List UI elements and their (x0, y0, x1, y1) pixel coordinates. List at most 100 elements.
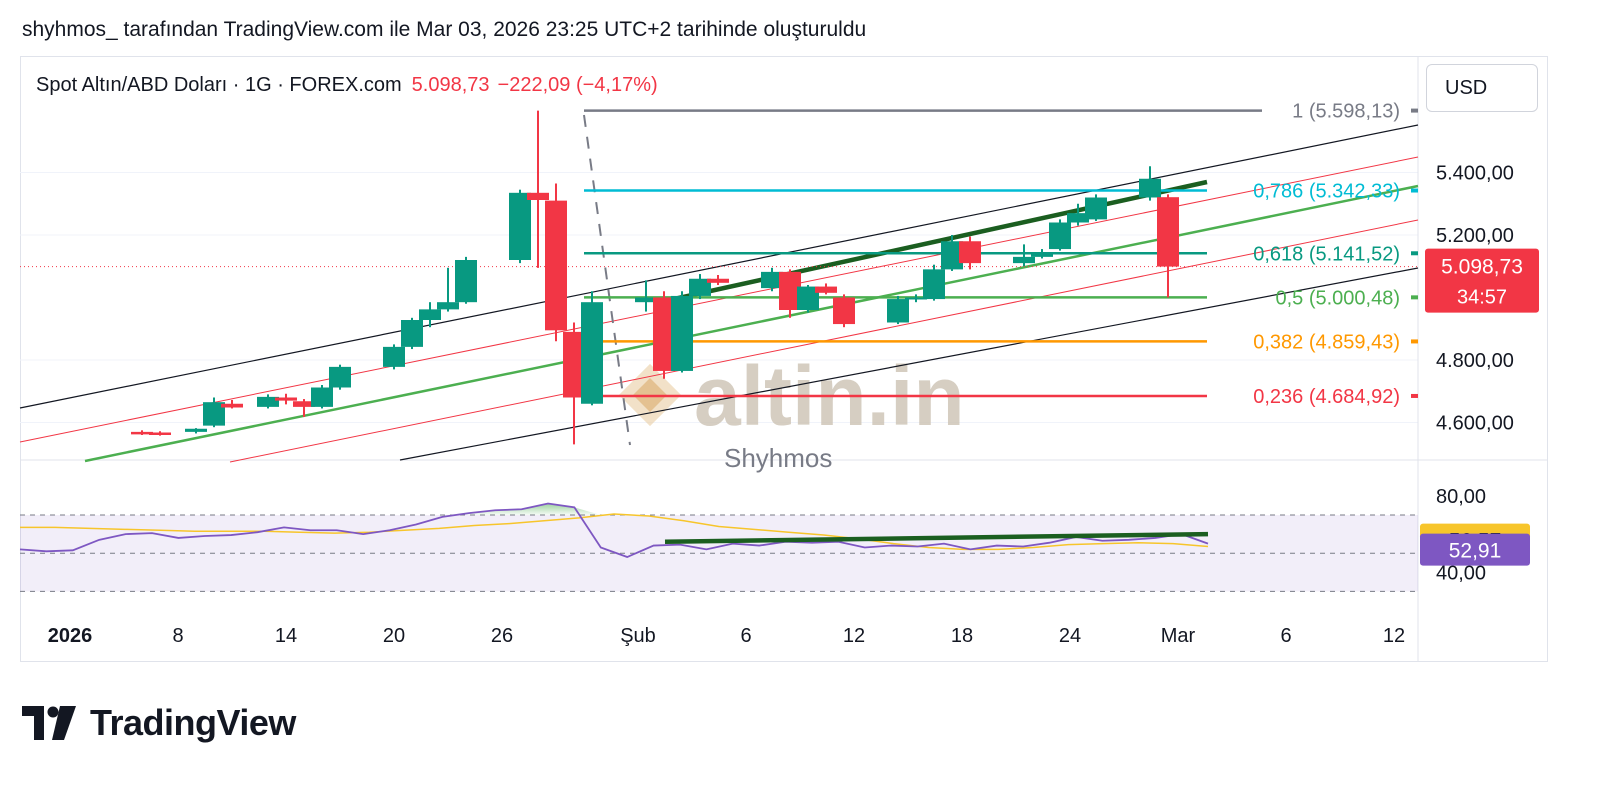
fib-level-label: 0,786 (5.342,33) (1253, 181, 1400, 203)
candle-bullish (203, 397, 225, 428)
rsi-axis-tick-label: 40,00 (1436, 562, 1486, 584)
candle-bullish (1067, 203, 1089, 226)
candle-bearish (815, 283, 837, 295)
candle-bullish (419, 302, 441, 328)
candle-bullish (923, 264, 945, 301)
rsi-line (19, 502, 1209, 558)
y-axis-tick-label: 4.800,00 (1436, 350, 1514, 372)
x-axis-tick-label: Mar (1161, 625, 1196, 647)
last-price-badge (1425, 248, 1539, 313)
candle-bullish (401, 317, 423, 350)
candle-bearish (563, 322, 585, 445)
tradingview-logo[interactable]: TradingView (22, 702, 296, 744)
candle-bearish (779, 269, 801, 318)
candle-bullish (509, 189, 531, 264)
rsi-axis-tick-label: 80,00 (1436, 486, 1486, 508)
x-axis-tick-label: 12 (1383, 625, 1405, 647)
x-axis-tick-label: 18 (951, 625, 973, 647)
candle-bullish (257, 394, 279, 409)
candle-bearish (275, 393, 297, 405)
snapshot-caption: shyhmos_ tarafından TradingView.com ile … (22, 18, 867, 41)
rsi-badge-value: 52,91 (1449, 540, 1502, 563)
x-axis-tick-label: 24 (1059, 625, 1081, 647)
x-axis-tick-label: 26 (491, 625, 513, 647)
candlestick-series (131, 110, 1179, 445)
fib-trend-line (583, 114, 631, 446)
price-change: −222,09 (−4,17%) (497, 74, 658, 96)
fib-level-tick (1411, 188, 1418, 193)
y-axis-tick-label: 5.400,00 (1436, 163, 1514, 185)
candle-bullish (329, 364, 351, 390)
currency-button[interactable]: USD (1426, 64, 1538, 112)
candle-bearish (131, 430, 153, 435)
price-grid (20, 56, 1548, 662)
last-price-badge-value: 5.098,73 (1441, 256, 1523, 279)
x-axis-tick-label: 14 (275, 625, 297, 647)
candle-bearish (527, 110, 549, 268)
fib-level-label: 0,5 (5.000,48) (1275, 287, 1400, 309)
candle-bearish (149, 431, 171, 436)
x-axis-tick-label: 12 (843, 625, 865, 647)
brand-name: TradingView (90, 702, 296, 743)
candle-countdown: 34:57 (1457, 287, 1507, 309)
candle-bullish (887, 295, 909, 325)
candle-bullish (1049, 219, 1071, 251)
candle-bullish (761, 267, 783, 292)
fib-level-tick (1411, 295, 1418, 300)
watermark-author: Shyhmos (724, 443, 832, 473)
last-price: 5.098,73 (411, 74, 490, 96)
candle-bullish (671, 291, 693, 373)
rsi-divergence-line (664, 531, 1209, 544)
red-channel-upper (19, 156, 1419, 443)
fib-level-label: 1 (5.598,13) (1292, 101, 1400, 123)
rsi-badge (1420, 533, 1530, 566)
x-axis-tick-label: 8 (172, 625, 183, 647)
candle-bullish (635, 280, 657, 312)
candle-bearish (653, 291, 675, 379)
green-trend-line (84, 184, 1419, 463)
fib-level-tick (1411, 339, 1418, 344)
axes: 2026 8 14 20 26 Şub 6 12 18 24 Mar 6 125.400,005.200… (48, 163, 1539, 647)
rsi-ma-line (20, 513, 1209, 551)
x-axis-tick-label: 20 (383, 625, 405, 647)
tradingview-logo-icon (22, 706, 76, 740)
candle-bearish (833, 294, 855, 328)
chart-frame (20, 56, 1548, 662)
candle-bullish (1139, 166, 1161, 201)
rsi-pane (19, 502, 1418, 592)
x-axis-tick-label: 6 (1280, 625, 1291, 647)
rsi-overbought-fill (20, 503, 1208, 515)
fib-level-tick (1411, 393, 1418, 398)
fib-level-label: 0,236 (4.684,92) (1253, 386, 1400, 408)
candle-bullish (1031, 249, 1053, 259)
y-axis-tick-label: 4.600,00 (1436, 413, 1514, 435)
channel-lower-line (399, 267, 1419, 461)
candle-bearish (221, 400, 243, 409)
candle-bullish (455, 256, 477, 304)
symbol-legend[interactable]: Spot Altın/ABD Doları · 1G · FOREX.com 5.… (36, 74, 658, 97)
candle-bullish (905, 294, 927, 303)
candle-bullish (1085, 194, 1107, 221)
fib-level-tick (1411, 251, 1418, 256)
x-axis-tick-label: 6 (740, 625, 751, 647)
x-axis-tick-label: Şub (620, 625, 656, 647)
fib-level-label: 0,618 (5.141,52) (1253, 243, 1400, 265)
candle-bullish (185, 428, 207, 434)
fibonacci-retracement: 1 (5.598,13) 0,786 (5.342,33) 0,618 (5.141… (20, 101, 1418, 408)
candle-bullish (689, 274, 711, 300)
x-axis-tick-label: 2026 (48, 625, 93, 647)
candle-bullish (1013, 244, 1035, 267)
fib-level-label: 0,382 (4.859,43) (1253, 331, 1400, 353)
channel-upper-line (19, 124, 1419, 409)
candle-bullish (797, 285, 819, 313)
candle-bullish (311, 385, 333, 409)
candle-bearish (707, 275, 729, 285)
candle-bullish (941, 235, 963, 271)
candle-bullish (437, 267, 459, 312)
candle-bullish (581, 291, 603, 406)
candle-bearish (293, 399, 315, 417)
resistance-trend-line (664, 179, 1208, 304)
candle-bearish (959, 236, 981, 270)
candle-bearish (1157, 194, 1179, 298)
